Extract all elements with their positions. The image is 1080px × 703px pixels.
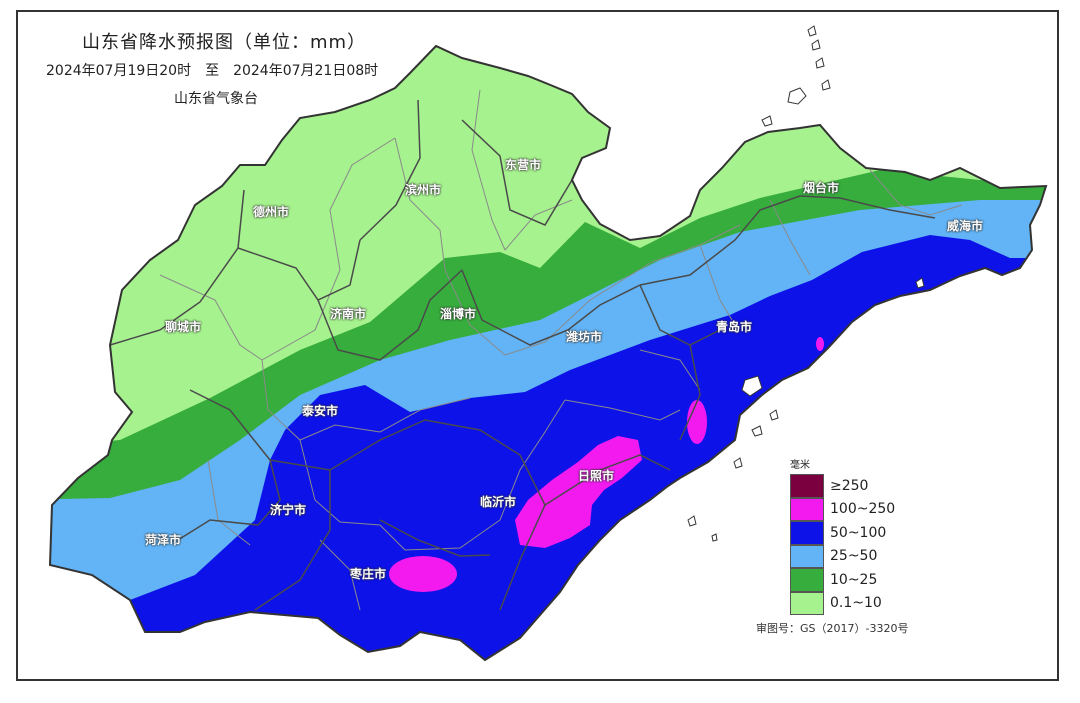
zone-100-250-qingdao <box>687 400 707 444</box>
legend-row: 25~50 <box>790 544 895 568</box>
city-label-weifang: 潍坊市 <box>566 330 603 344</box>
zone-100-250-linyi-rizhao <box>515 436 642 548</box>
zone-100-250-coast-b <box>792 377 798 389</box>
city-label-dezhou: 德州市 <box>253 205 290 219</box>
zone-100-250-zaozhuang <box>389 556 457 592</box>
issuer-name: 山东省气象台 <box>174 91 258 107</box>
zone-100-250-coast-a <box>816 337 824 351</box>
legend-row: 10~25 <box>790 568 895 592</box>
legend-label: 100~250 <box>830 501 896 518</box>
legend-swatch <box>790 521 824 545</box>
legend-label: 50~100 <box>830 524 887 541</box>
period-end: 2024年07月21日08时 <box>233 63 379 79</box>
city-label-dongying: 东营市 <box>505 158 542 172</box>
county-borders <box>159 89 963 611</box>
period-start: 2024年07月19日20时 <box>46 63 192 79</box>
legend-row: 50~100 <box>790 521 895 545</box>
legend-label: 25~50 <box>830 548 878 565</box>
legend-swatch <box>790 544 824 568</box>
islands <box>687 25 925 542</box>
city-label-zaozhuang: 枣庄市 <box>350 567 387 581</box>
province-outline <box>48 44 1048 662</box>
map-legend: 毫米 ≥250 100~250 50~100 25~50 10~25 0.1~1… <box>790 456 895 615</box>
city-label-weihai: 威海市 <box>947 219 984 233</box>
legend-label: ≥250 <box>830 477 869 494</box>
legend-unit: 毫米 <box>790 460 810 471</box>
city-label-binzhou: 滨州市 <box>405 183 442 197</box>
legend-swatch <box>790 568 824 592</box>
legend-swatch <box>790 591 824 615</box>
legend-swatch <box>790 497 824 521</box>
city-label-taian: 泰安市 <box>302 404 339 418</box>
approval-number: 审图号：GS（2017）-3320号 <box>756 622 909 635</box>
city-label-qingdao: 青岛市 <box>716 320 753 334</box>
legend-swatch <box>790 474 824 498</box>
forecast-period: 2024年07月19日20时至 2024年07月21日08时 <box>46 60 378 80</box>
period-separator: 至 <box>205 63 220 79</box>
city-label-jining: 济宁市 <box>270 503 307 517</box>
city-label-rizhao: 日照市 <box>578 469 615 483</box>
city-label-yantai: 烟台市 <box>803 181 840 195</box>
legend-row: ≥250 <box>790 474 895 498</box>
legend-label: 10~25 <box>830 571 878 588</box>
city-borders <box>109 99 936 611</box>
legend-row: 100~250 <box>790 497 896 521</box>
city-label-jinan: 济南市 <box>330 307 367 321</box>
city-label-heze: 菏泽市 <box>145 533 182 547</box>
legend-row: 0.1~10 <box>790 591 895 615</box>
legend-label: 0.1~10 <box>830 595 882 612</box>
city-label-linyi: 临沂市 <box>480 495 517 509</box>
map-title: 山东省降水预报图（单位：mm） <box>82 32 367 53</box>
city-label-zibo: 淄博市 <box>440 307 477 321</box>
city-label-liaocheng: 聊城市 <box>165 320 202 334</box>
